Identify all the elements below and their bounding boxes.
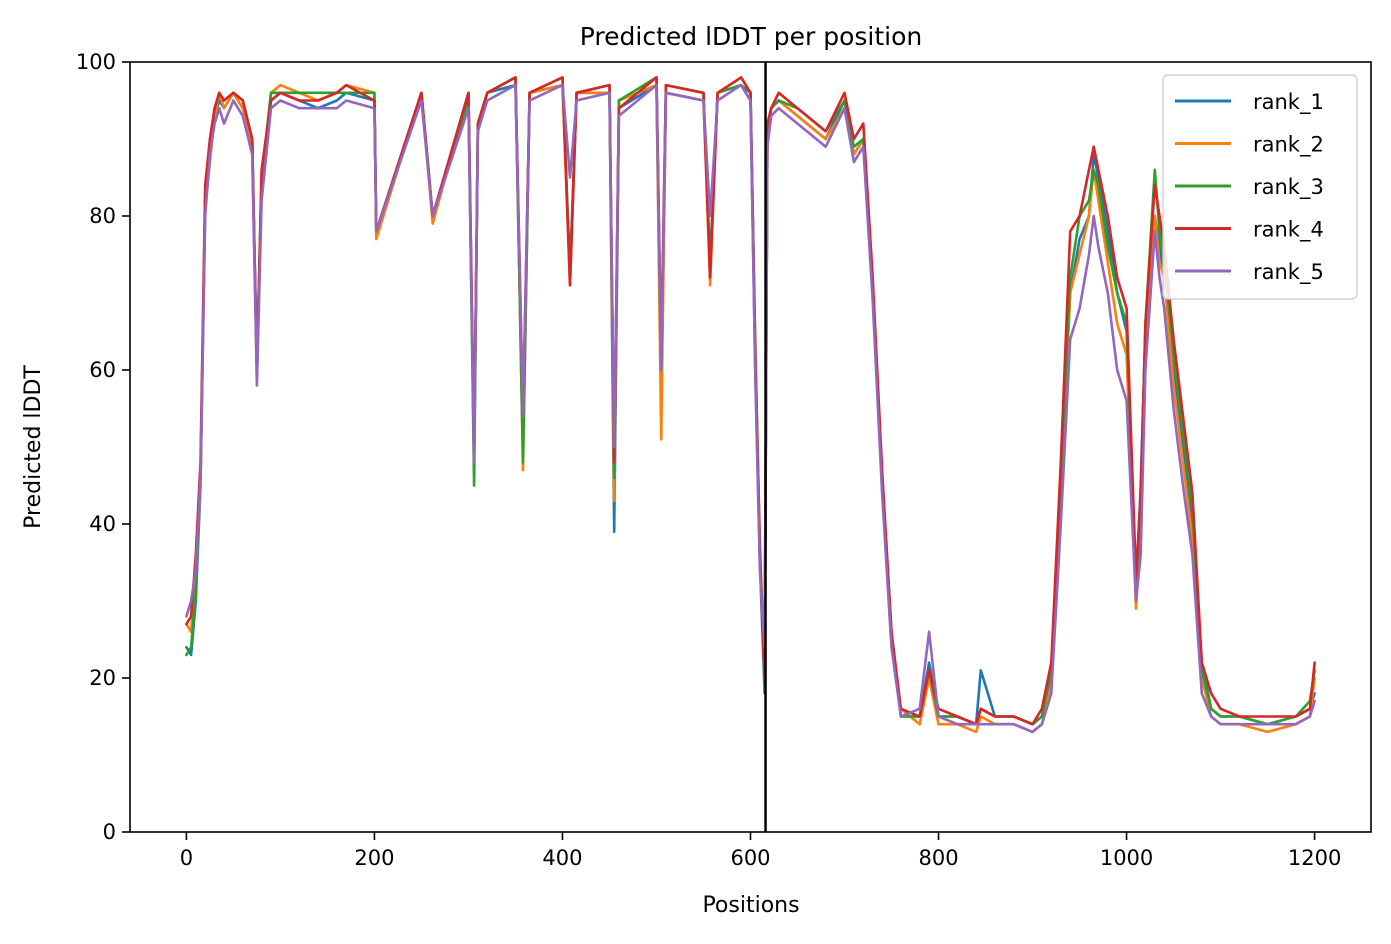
x-axis: 0 200 400 600 800 1000 1200: [180, 832, 1341, 870]
series-line-rank-5: [185, 83, 1316, 734]
x-tick-label: 800: [918, 846, 958, 870]
x-tick-label: 1200: [1288, 846, 1341, 870]
x-tick-label: 200: [354, 846, 394, 870]
y-tick-label: 60: [89, 358, 116, 382]
x-tick-label: 1000: [1100, 846, 1153, 870]
y-tick-label: 40: [89, 512, 116, 536]
legend-frame: [1162, 74, 1358, 300]
x-tick-label: 0: [180, 846, 193, 870]
legend-label-rank-4: rank_4: [1253, 218, 1324, 243]
x-tick-label: 400: [542, 846, 582, 870]
legend-label-rank-2: rank_2: [1253, 133, 1324, 158]
y-tick-label: 0: [103, 820, 116, 844]
series-layer: [185, 76, 1316, 734]
chart-title: Predicted lDDT per position: [580, 22, 922, 51]
y-axis: 0 20 40 60 80 100: [76, 50, 130, 844]
y-tick-label: 100: [76, 50, 116, 74]
legend-label-rank-3: rank_3: [1253, 175, 1324, 200]
legend-label-rank-1: rank_1: [1253, 90, 1324, 115]
legend: rank_1 rank_2 rank_3 rank_4 rank_5: [1162, 74, 1358, 300]
x-axis-title: Positions: [702, 893, 799, 918]
y-axis-title: Predicted lDDT: [21, 365, 46, 529]
y-tick-label: 80: [89, 204, 116, 228]
x-tick-label: 600: [730, 846, 770, 870]
y-tick-label: 20: [89, 666, 116, 690]
legend-label-rank-5: rank_5: [1253, 260, 1324, 285]
